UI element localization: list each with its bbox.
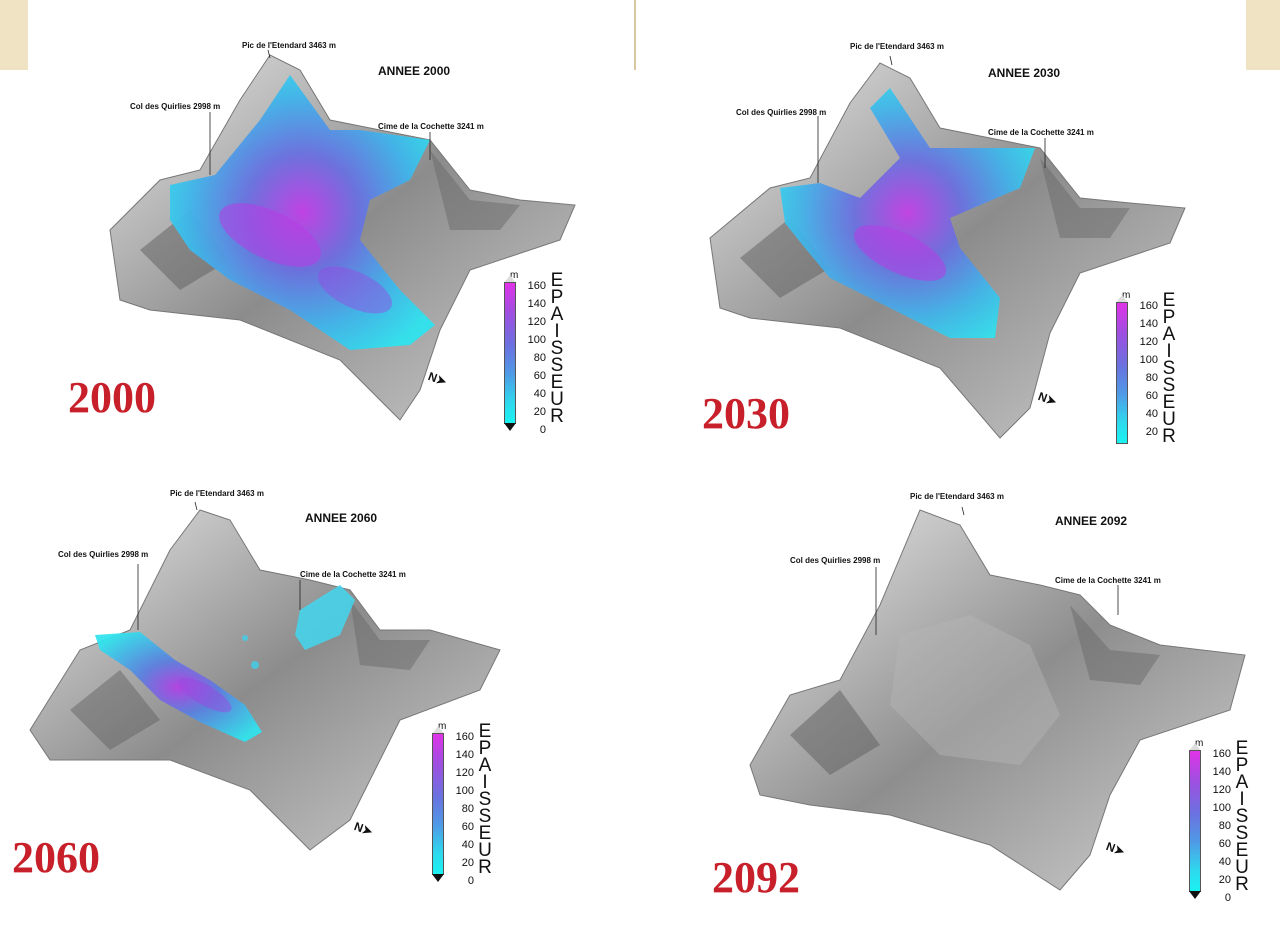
legend-tick: 160 xyxy=(455,731,474,743)
legend-title: EPAISSEUR xyxy=(1162,292,1176,447)
year-label: 2030 xyxy=(702,389,790,438)
legend-tick: 140 xyxy=(527,298,546,310)
legend-tick: 80 xyxy=(461,803,474,815)
legend-ticks: 160 140 120 100 80 60 40 20 xyxy=(1132,297,1158,441)
legend-tick: 100 xyxy=(1212,802,1231,814)
legend-tick: 140 xyxy=(455,749,474,761)
col-label: Col des Quirlies 2998 m xyxy=(736,108,827,117)
legend-tick: 20 xyxy=(1145,426,1158,438)
legend-title: EPAISSEUR xyxy=(550,270,564,427)
legend-title: EPAISSEUR xyxy=(478,721,492,878)
legend-top-triangle xyxy=(1116,295,1128,303)
legend-ticks: 160 140 120 100 80 60 40 20 0 xyxy=(520,277,546,439)
cime-label: Cime de la Cochette 3241 m xyxy=(988,128,1094,137)
cime-label: Cime de la Cochette 3241 m xyxy=(378,122,484,131)
peak-label: Pic de l'Etendard 3463 m xyxy=(850,42,944,51)
legend-tick: 100 xyxy=(527,334,546,346)
legend-tick: 60 xyxy=(533,370,546,382)
annee-title: ANNEE 2060 xyxy=(305,511,378,525)
legend-colorbar xyxy=(1116,302,1128,444)
panel-2000: Pic de l'Etendard 3463 m Col des Quirlie… xyxy=(0,0,640,465)
divider-line xyxy=(634,0,636,70)
legend-tick: 40 xyxy=(1145,408,1158,420)
legend-tick: 20 xyxy=(533,406,546,418)
terrain-map-2092 xyxy=(749,506,1246,891)
legend-tick: 40 xyxy=(533,388,546,400)
panel-2092: Pic de l'Etendard 3463 m Col des Quirlie… xyxy=(640,465,1280,930)
legend-tick: 140 xyxy=(1212,766,1231,778)
legend-tick: 160 xyxy=(1139,300,1158,312)
annee-title: ANNEE 2000 xyxy=(378,64,451,78)
legend-bottom-triangle xyxy=(504,423,516,431)
legend-tick: 120 xyxy=(1212,784,1231,796)
terrain-map-2000 xyxy=(109,49,576,421)
panel-2030: Pic de l'Etendard 3463 m Col des Quirlie… xyxy=(620,8,1260,473)
thickness-legend: m 160 140 120 100 80 60 40 20 0 EPAISSEU… xyxy=(504,270,584,442)
legend-bottom-triangle xyxy=(432,874,444,882)
legend-tick: 120 xyxy=(455,767,474,779)
year-label: 2092 xyxy=(712,853,800,902)
legend-ticks: 160 140 120 100 80 60 40 20 0 xyxy=(448,728,474,890)
annee-title: ANNEE 2092 xyxy=(1055,514,1128,528)
legend-tick: 0 xyxy=(1224,892,1231,904)
legend-tick: 140 xyxy=(1139,318,1158,330)
legend-tick: 60 xyxy=(461,821,474,833)
legend-tick: 80 xyxy=(533,352,546,364)
legend-colorbar xyxy=(504,282,516,424)
col-label: Col des Quirlies 2998 m xyxy=(790,556,881,565)
legend-top-triangle xyxy=(504,275,516,283)
legend-tick: 60 xyxy=(1145,390,1158,402)
legend-title: EPAISSEUR xyxy=(1235,738,1249,895)
annee-title: ANNEE 2030 xyxy=(988,66,1061,80)
col-label: Col des Quirlies 2998 m xyxy=(58,550,149,559)
thickness-legend: m 160 140 120 100 80 60 40 20 0 EPAISSEU… xyxy=(432,721,512,893)
peak-label: Pic de l'Etendard 3463 m xyxy=(910,492,1004,501)
legend-ticks: 160 140 120 100 80 60 40 20 0 xyxy=(1205,745,1231,907)
thickness-legend: m 160 140 120 100 80 60 40 20 EPAISSEUR xyxy=(1116,292,1196,447)
cime-label: Cime de la Cochette 3241 m xyxy=(1055,576,1161,585)
legend-tick: 80 xyxy=(1145,372,1158,384)
legend-tick: 160 xyxy=(527,280,546,292)
legend-top-triangle xyxy=(1189,743,1201,751)
legend-tick: 20 xyxy=(1218,874,1231,886)
legend-top-triangle xyxy=(432,726,444,734)
legend-tick: 100 xyxy=(1139,354,1158,366)
legend-tick: 120 xyxy=(1139,336,1158,348)
terrain-map-2060 xyxy=(29,501,501,851)
year-label: 2000 xyxy=(68,373,156,422)
corner-decoration-right xyxy=(1246,0,1280,70)
legend-colorbar xyxy=(432,733,444,875)
legend-colorbar xyxy=(1189,750,1201,892)
peak-label: Pic de l'Etendard 3463 m xyxy=(242,41,336,50)
corner-decoration-left xyxy=(0,0,28,70)
col-label: Col des Quirlies 2998 m xyxy=(130,102,221,111)
legend-tick: 40 xyxy=(1218,856,1231,868)
legend-tick: 160 xyxy=(1212,748,1231,760)
panel-2060: Pic de l'Etendard 3463 m Col des Quirlie… xyxy=(0,460,640,925)
legend-tick: 40 xyxy=(461,839,474,851)
peak-label: Pic de l'Etendard 3463 m xyxy=(170,489,264,498)
legend-tick: 80 xyxy=(1218,820,1231,832)
cime-label: Cime de la Cochette 3241 m xyxy=(300,570,406,579)
legend-tick: 0 xyxy=(539,424,546,436)
legend-bottom-triangle xyxy=(1189,891,1201,899)
legend-tick: 0 xyxy=(467,875,474,887)
thickness-legend: m 160 140 120 100 80 60 40 20 0 EPAISSEU… xyxy=(1189,738,1269,910)
legend-tick: 20 xyxy=(461,857,474,869)
legend-tick: 60 xyxy=(1218,838,1231,850)
terrain-map-2030 xyxy=(709,55,1186,439)
year-label: 2060 xyxy=(12,833,100,882)
legend-tick: 100 xyxy=(455,785,474,797)
legend-tick: 120 xyxy=(527,316,546,328)
